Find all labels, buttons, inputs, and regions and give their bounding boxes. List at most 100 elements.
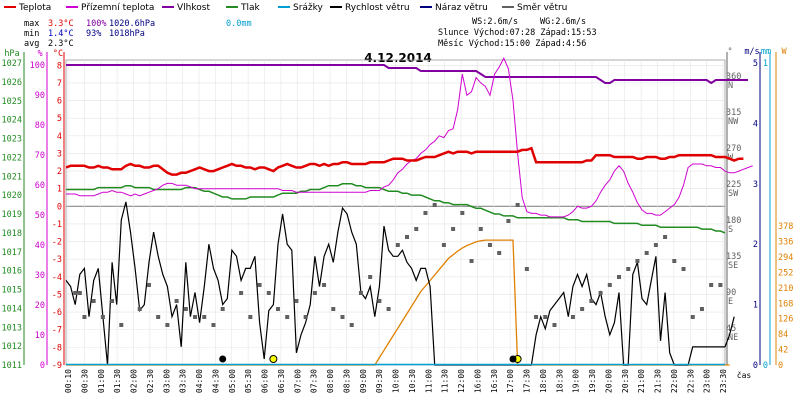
wind-dir-point xyxy=(110,299,115,303)
tick-celsius: -9 xyxy=(52,361,62,371)
wind-dir-point xyxy=(77,291,82,295)
x-tick-label: 10:30 xyxy=(408,369,417,393)
tick-hpa: 1015 xyxy=(2,286,22,296)
x-tick-label: 11:30 xyxy=(441,369,450,393)
x-tick-label: 23:30 xyxy=(719,369,728,393)
stat-max-rain: 0.0mm xyxy=(226,19,252,29)
wind-dir-point xyxy=(358,291,363,295)
x-tick-label: 05:30 xyxy=(244,369,253,393)
tick-celsius: 1 xyxy=(57,185,62,195)
tick-hpa: 1019 xyxy=(2,210,22,220)
legend-label: Přízemní teplota xyxy=(81,3,154,13)
x-tick-label: 04:30 xyxy=(211,369,220,393)
tick-percent: 70 xyxy=(35,151,45,161)
wind-dir-point xyxy=(285,315,290,319)
wind-dir-point xyxy=(73,291,78,295)
tick-W: 168 xyxy=(778,299,793,309)
moon-marker-icon xyxy=(509,355,517,363)
x-tick-label: 23:00 xyxy=(703,369,712,393)
stat-min-temp: 1.4°C xyxy=(48,29,74,39)
tick-celsius: 2 xyxy=(57,167,62,177)
tick-hpa: 1013 xyxy=(2,323,22,333)
wind-dir-point xyxy=(414,227,419,231)
tick-W: 378 xyxy=(778,222,793,232)
stat-sun: Slunce Východ:07:28 Západ:15:53 xyxy=(438,28,597,38)
tick-mm: 1 xyxy=(763,59,768,69)
wind-dir-point xyxy=(156,315,161,319)
wind-dir-point xyxy=(91,299,96,303)
tick-celsius: 3 xyxy=(57,149,62,159)
x-tick-label: 04:00 xyxy=(195,369,204,393)
tick-dir-name: NW xyxy=(728,117,739,127)
wind-dir-point xyxy=(534,315,539,319)
x-tick-label: 10:00 xyxy=(392,369,401,393)
wind-dir-point xyxy=(266,291,271,295)
x-tick-label: 03:30 xyxy=(179,369,188,393)
tick-dir: 360 xyxy=(726,72,741,82)
legend-label: Srážky xyxy=(293,3,324,13)
x-tick-label: 19:30 xyxy=(588,369,597,393)
stat-max-label: max xyxy=(24,19,39,29)
x-tick-label: 01:30 xyxy=(113,369,122,393)
tick-percent: 60 xyxy=(35,181,45,191)
legend-label: Náraz větru xyxy=(435,3,488,13)
legend-label: Rychlost větru xyxy=(345,3,410,13)
tick-ms: 2 xyxy=(753,240,758,250)
x-tick-label: 17:30 xyxy=(523,369,532,393)
sun-marker-icon xyxy=(269,355,278,363)
tick-dir-name: E xyxy=(728,297,733,307)
stat-wg: WG:2.6m/s xyxy=(540,17,586,27)
tick-W: 0 xyxy=(778,361,783,371)
wind-dir-point xyxy=(699,307,704,311)
stat-avg-label: avg xyxy=(24,39,39,49)
tick-W: 252 xyxy=(778,268,793,278)
wind-dir-point xyxy=(451,227,456,231)
series-wind-speed xyxy=(65,201,735,366)
wind-dir-point xyxy=(653,243,658,247)
tick-mm: 0 xyxy=(763,361,768,371)
legend-label: Teplota xyxy=(18,3,51,13)
tick-W: 126 xyxy=(778,315,793,325)
wind-dir-point xyxy=(82,315,87,319)
stat-min-hum: 93% xyxy=(86,29,101,39)
tick-hpa: 1017 xyxy=(2,248,22,258)
series-humidity xyxy=(66,64,748,85)
wind-dir-point xyxy=(478,227,483,231)
tick-percent: 40 xyxy=(35,241,45,251)
wind-dir-point xyxy=(589,299,594,303)
tick-celsius: -5 xyxy=(52,290,62,300)
axes: 00:10 00:30 01:00 01:30 02:00 02:30 03:00 03:30… xyxy=(2,47,794,393)
tick-hpa: 1014 xyxy=(2,304,22,314)
series-temperature xyxy=(65,146,744,176)
plot-area xyxy=(65,57,753,366)
tick-W: 336 xyxy=(778,238,793,248)
tick-dir: 315 xyxy=(726,108,741,118)
stat-ws: WS:2.6m/s xyxy=(472,17,518,27)
wind-dir-point xyxy=(432,203,437,207)
wind-dir-point xyxy=(487,243,492,247)
stat-avg-temp: 2.3°C xyxy=(48,39,74,49)
x-tick-label: 03:00 xyxy=(162,369,171,393)
wind-dir-point xyxy=(239,291,244,295)
tick-hpa: 1012 xyxy=(2,342,22,352)
wind-dir-point xyxy=(294,299,299,303)
tick-percent: 30 xyxy=(35,271,45,281)
wind-dir-point xyxy=(193,315,198,319)
x-tick-label: 09:00 xyxy=(359,369,368,393)
x-tick-label: 01:00 xyxy=(97,369,106,393)
tick-hpa: 1026 xyxy=(2,78,22,88)
series-solar xyxy=(66,239,730,366)
wind-dir-point xyxy=(598,291,603,295)
wind-dir-point xyxy=(460,211,465,215)
tick-dir-name: N xyxy=(728,81,733,91)
x-tick-label: 22:00 xyxy=(670,369,679,393)
stat-min-press: 1018hPa xyxy=(109,29,145,39)
tick-percent: 50 xyxy=(35,211,45,221)
x-tick-label: 07:00 xyxy=(293,369,302,393)
x-tick-label: 06:00 xyxy=(261,369,270,393)
wind-dir-point xyxy=(303,315,308,319)
tick-celsius: -6 xyxy=(52,308,62,318)
wind-dir-point xyxy=(626,267,631,271)
wind-dir-point xyxy=(441,243,446,247)
wind-dir-point xyxy=(543,315,548,319)
